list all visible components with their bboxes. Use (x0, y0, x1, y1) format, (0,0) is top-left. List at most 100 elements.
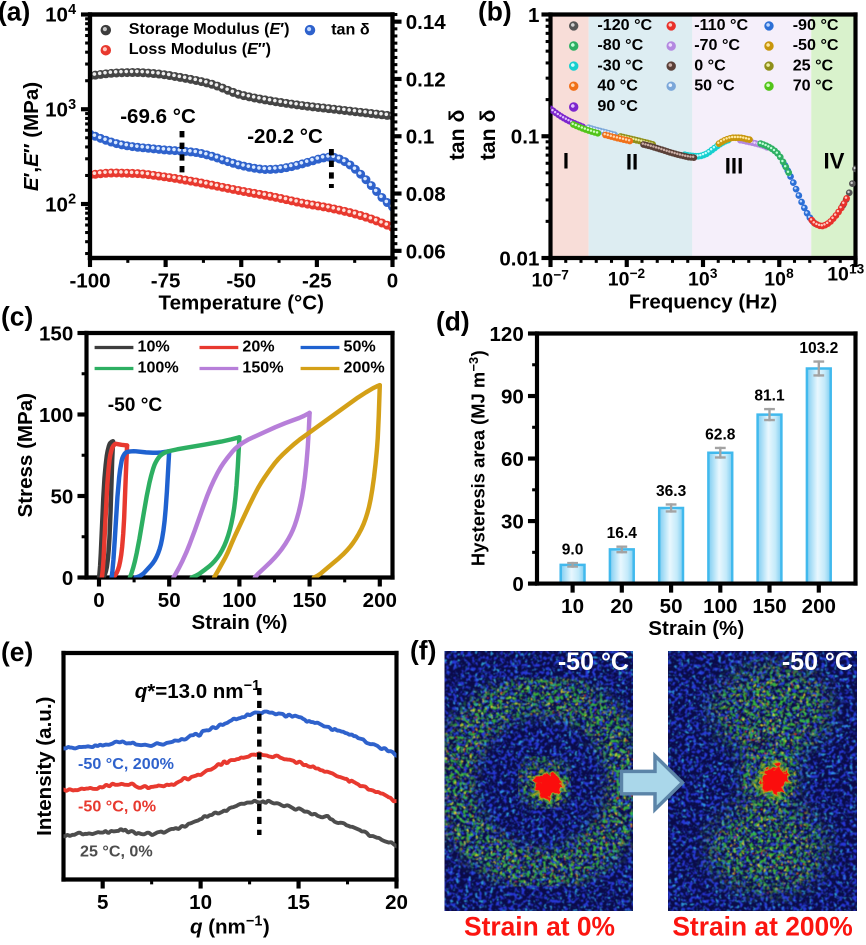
svg-text:0: 0 (62, 567, 73, 590)
svg-text:-75: -75 (151, 269, 181, 292)
svg-text:90: 90 (501, 385, 524, 408)
svg-text:20: 20 (610, 595, 633, 618)
svg-text:50: 50 (158, 589, 181, 612)
svg-text:1 0 3: 1 0 3 (688, 265, 718, 290)
svg-text:L o s s: L o s s M o d u l u s ( ″ ) E (129, 34, 277, 59)
svg-text:16.4: 16.4 (607, 525, 638, 542)
svg-text:0.06: 0.06 (406, 240, 446, 263)
svg-text:(b): (b) (478, 0, 512, 27)
svg-text:-110 °C: -110 °C (694, 16, 748, 34)
svg-text:-50 °C, 0%: -50 °C, 0% (78, 798, 156, 816)
svg-text:1 0 2: 1 0 2 (45, 191, 76, 216)
svg-text:25 °C: 25 °C (793, 56, 834, 74)
svg-text:S t o r: S t o r a g e M o d u l u s ( ′ ) E (129, 14, 296, 39)
svg-text:-80 °C: -80 °C (597, 36, 643, 54)
svg-text:III: III (725, 154, 744, 179)
svg-text:0.08: 0.08 (406, 183, 446, 206)
svg-text:1 0 −: 1 0 − 2 (608, 258, 646, 290)
svg-text:50 °C: 50 °C (694, 76, 735, 94)
svg-text:50: 50 (660, 595, 683, 618)
svg-text:-90 °C: -90 °C (793, 16, 839, 34)
svg-text:0.1: 0.1 (406, 126, 435, 149)
svg-text:-50 °C: -50 °C (558, 648, 629, 676)
svg-text:tan δ: tan δ (331, 20, 370, 38)
svg-text:(e): (e) (1, 637, 33, 667)
svg-text:30: 30 (501, 511, 524, 534)
svg-text:36.3: 36.3 (656, 483, 687, 500)
svg-text:50%: 50% (344, 338, 376, 356)
svg-text:Strain at 200%: Strain at 200% (672, 911, 852, 941)
svg-text:Frequency (Hz): Frequency (Hz) (629, 290, 777, 313)
svg-text:Strain (%): Strain (%) (648, 617, 744, 640)
svg-text:-25: -25 (302, 269, 332, 292)
svg-text:-50: -50 (226, 269, 256, 292)
svg-text:Strain (%): Strain (%) (192, 611, 288, 634)
svg-text:100: 100 (222, 589, 256, 612)
svg-text:q ( n: q ( n m ) − 1 (190, 906, 276, 939)
svg-text:1 0 −: 1 0 − 7 (532, 259, 569, 291)
svg-text:tan δ: tan δ (476, 110, 500, 161)
svg-text:0: 0 (93, 589, 104, 612)
svg-text:-50 °C: -50 °C (108, 395, 163, 416)
svg-text:10%: 10% (138, 338, 170, 356)
svg-text:40 °C: 40 °C (597, 76, 638, 94)
svg-text:1 0 1 3: 1 0 1 3 (827, 254, 864, 286)
svg-text:(c): (c) (1, 302, 33, 332)
svg-text:I: I (563, 149, 569, 174)
svg-text:0.14: 0.14 (406, 11, 447, 34)
svg-text:q * = 1: q * = 1 3 . 0 n m − 1 (135, 670, 260, 703)
svg-text:-70 °C: -70 °C (694, 36, 740, 54)
svg-text:0: 0 (387, 269, 398, 292)
svg-text:-120 °C: -120 °C (597, 16, 652, 34)
svg-text:20: 20 (385, 891, 408, 914)
svg-text:0: 0 (512, 573, 523, 596)
svg-text:100: 100 (39, 404, 73, 427)
svg-text:0.12: 0.12 (406, 68, 446, 91)
svg-text:1 0 3: 1 0 3 (45, 97, 76, 122)
svg-text:10: 10 (189, 891, 212, 914)
svg-text:0.1: 0.1 (511, 126, 540, 149)
svg-text:150: 150 (39, 322, 73, 345)
svg-text:15: 15 (287, 891, 310, 914)
svg-text:(f): (f) (410, 636, 436, 666)
svg-text:1 0 4: 1 0 4 (45, 2, 76, 27)
svg-text:100%: 100% (138, 359, 179, 377)
svg-text:-69.6 °C: -69.6 °C (120, 105, 196, 128)
svg-text:tan δ: tan δ (445, 110, 469, 161)
svg-text:81.1: 81.1 (754, 388, 785, 405)
svg-text:0.01: 0.01 (499, 247, 539, 270)
svg-text:1: 1 (528, 4, 539, 27)
svg-text:9.0: 9.0 (562, 542, 584, 559)
svg-text:200: 200 (802, 595, 836, 618)
svg-text:E E ′ ,: E E ′ , ″ ( M P a ) (18, 82, 43, 191)
svg-text:(d): (d) (436, 307, 470, 337)
svg-text:150: 150 (292, 589, 326, 612)
svg-text:Stress (MPa): Stress (MPa) (14, 393, 37, 517)
svg-text:5: 5 (97, 891, 108, 914)
svg-text:150%: 150% (242, 359, 283, 377)
svg-text:50: 50 (50, 485, 73, 508)
svg-text:20%: 20% (242, 338, 274, 356)
svg-text:62.8: 62.8 (705, 427, 736, 444)
svg-text:H y s t: H y s t e r e s i s a r e a ( M J m ) − (458, 344, 490, 566)
svg-text:200%: 200% (344, 359, 385, 377)
svg-text:25 °C, 0%: 25 °C, 0% (80, 843, 153, 861)
svg-text:Intensity (a.u.): Intensity (a.u.) (33, 697, 56, 836)
svg-text:-50 °C: -50 °C (782, 648, 853, 676)
svg-text:-20.2 °C: -20.2 °C (247, 125, 323, 148)
svg-text:Temperature (°C): Temperature (°C) (159, 291, 324, 314)
svg-text:-50 °C, 200%: -50 °C, 200% (78, 755, 174, 773)
svg-text:-30 °C: -30 °C (597, 56, 643, 74)
svg-text:100: 100 (703, 595, 737, 618)
svg-text:-50 °C: -50 °C (793, 36, 839, 54)
svg-text:1 0 8: 1 0 8 (764, 265, 794, 290)
svg-text:(a): (a) (0, 0, 30, 27)
svg-text:150: 150 (752, 595, 786, 618)
svg-text:II: II (626, 150, 638, 175)
svg-text:Strain at 0%: Strain at 0% (464, 911, 615, 941)
svg-text:10: 10 (561, 595, 584, 618)
svg-text:0 °C: 0 °C (694, 56, 726, 74)
svg-text:60: 60 (501, 448, 524, 471)
svg-text:103.2: 103.2 (799, 340, 838, 357)
svg-text:90 °C: 90 °C (597, 97, 638, 115)
